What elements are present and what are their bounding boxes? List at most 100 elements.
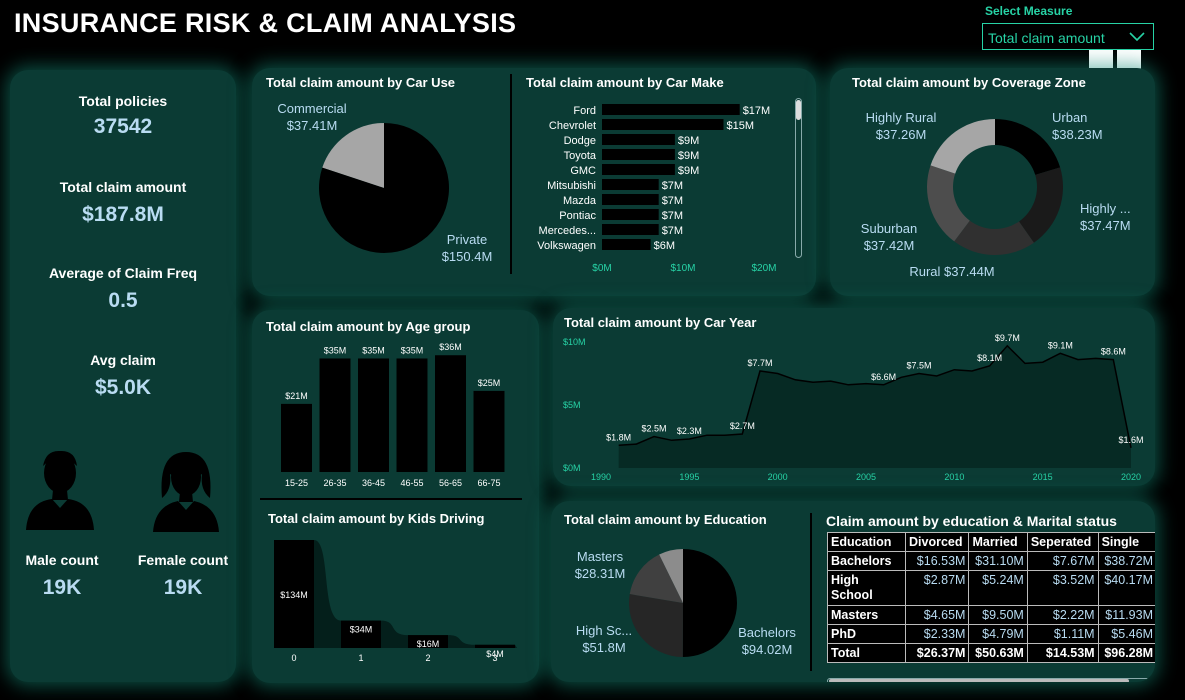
car-make-bar[interactable] xyxy=(602,164,675,175)
car-year-area[interactable] xyxy=(618,345,1131,468)
education-title: Total claim amount by Education xyxy=(564,512,767,527)
car-use-slice-0[interactable] xyxy=(322,123,384,188)
kids-column[interactable] xyxy=(408,635,448,648)
kids-column[interactable] xyxy=(274,540,314,648)
car-year-line[interactable] xyxy=(618,344,1132,448)
select-all-button[interactable] xyxy=(1117,50,1141,72)
education-pie[interactable] xyxy=(627,547,739,659)
kids-area[interactable] xyxy=(276,540,517,648)
coverage-slice-4[interactable] xyxy=(930,119,995,174)
kids-column[interactable] xyxy=(341,620,381,648)
car-make-data-label: $9M xyxy=(678,135,699,147)
car-make-category: Volkswagen xyxy=(537,240,596,252)
car-make-chart[interactable]: Ford $17M Chevrolet $15M Dodge $9M Toyota $9M GM… xyxy=(524,100,794,290)
matrix-col-header[interactable]: Divorced xyxy=(904,532,970,552)
measure-dropdown[interactable]: Total claim amount xyxy=(982,23,1154,50)
kpi-panel: Total policies 37542 Total claim amount … xyxy=(10,70,236,682)
education-highschool-value: $51.8M xyxy=(582,640,626,655)
kpi-male-label: Male count xyxy=(25,552,99,568)
education-slice-0[interactable] xyxy=(682,549,737,657)
table-row: Masters $4.65M $9.50M $2.22M $11.93M xyxy=(827,605,1155,625)
matrix-total-cell: $96.28M xyxy=(1097,643,1155,663)
coverage-donut[interactable] xyxy=(920,112,1070,262)
coverage-slice-2[interactable] xyxy=(954,220,1034,255)
car-make-bar[interactable] xyxy=(602,119,724,130)
car-year-data-label: $1.6M xyxy=(1118,435,1143,445)
education-slice-1[interactable] xyxy=(629,594,683,657)
car-make-bar[interactable] xyxy=(602,134,675,145)
car-make-category: Toyota xyxy=(564,150,597,162)
car-year-x-tick: 1990 xyxy=(591,472,611,482)
matrix-cell: $2.87M xyxy=(904,570,970,606)
car-year-y-tick: $5M xyxy=(563,400,581,410)
kids-data-label: $16M xyxy=(417,639,440,649)
age-category: 15-25 xyxy=(285,478,308,488)
car-make-data-label: $7M xyxy=(662,180,683,192)
age-data-label: $35M xyxy=(362,345,385,355)
education-bachelors-value: $94.02M xyxy=(741,642,793,657)
car-make-data-label: $9M xyxy=(678,165,699,177)
age-bar[interactable] xyxy=(396,358,428,472)
kids-category: 1 xyxy=(358,653,363,663)
age-data-label: $21M xyxy=(285,391,308,401)
matrix-total-label: Total xyxy=(827,643,906,663)
car-make-bar[interactable] xyxy=(602,194,659,205)
car-make-bar[interactable] xyxy=(602,179,659,190)
matrix-scrollbar[interactable] xyxy=(827,678,1149,682)
matrix-cell: $40.17M xyxy=(1097,570,1155,606)
matrix-col-header[interactable]: Married xyxy=(968,532,1028,552)
car-use-commercial-value: $37.41M xyxy=(286,118,338,133)
age-data-label: $35M xyxy=(324,345,347,355)
car-make-bar[interactable] xyxy=(602,149,675,160)
education-slice-3[interactable] xyxy=(659,549,683,603)
education-slice-2[interactable] xyxy=(629,554,683,603)
car-make-scrollbar[interactable] xyxy=(795,98,802,258)
age-bar[interactable] xyxy=(281,403,312,472)
car-make-category: Ford xyxy=(573,105,596,117)
car-make-bar[interactable] xyxy=(602,104,740,115)
coverage-slice-0[interactable] xyxy=(995,119,1061,175)
kids-title: Total claim amount by Kids Driving xyxy=(268,511,485,526)
kids-chart[interactable]: $134M 0 $34M 1 $16M 2 $4M3 xyxy=(262,534,532,674)
matrix-cell: $38.72M xyxy=(1097,551,1155,571)
measure-label: Select Measure xyxy=(985,4,1073,18)
age-bar[interactable] xyxy=(358,358,389,472)
measure-selected: Total claim amount xyxy=(988,30,1105,46)
car-year-chart[interactable]: $10M $5M $0M 1990 1995 2000 2005 2010 2015 2020 $1… xyxy=(557,334,1149,484)
matrix-header-row: Education Divorced Married Seperated Sin… xyxy=(827,532,1155,552)
kids-category: 2 xyxy=(425,653,430,663)
coverage-rural-value: $37.44M xyxy=(944,264,995,279)
age-category: 46-55 xyxy=(400,478,423,488)
car-year-x-tick: 2005 xyxy=(856,472,876,482)
age-data-label: $36M xyxy=(439,342,462,352)
age-bar[interactable] xyxy=(435,355,466,472)
card-divider xyxy=(810,513,812,671)
clear-button[interactable] xyxy=(1089,50,1113,72)
car-make-bar[interactable] xyxy=(602,224,659,235)
male-icon xyxy=(26,450,94,530)
matrix-col-header[interactable]: Seperated xyxy=(1026,532,1099,552)
coverage-slice-1[interactable] xyxy=(1019,167,1063,243)
car-make-bar[interactable] xyxy=(602,209,659,220)
car-use-slice-1[interactable] xyxy=(319,123,449,254)
matrix-cell: $2.22M xyxy=(1026,605,1099,625)
car-make-scrollbar-thumb[interactable] xyxy=(796,100,801,120)
car-year-title: Total claim amount by Car Year xyxy=(564,315,757,330)
age-bar[interactable] xyxy=(473,390,505,472)
car-use-commercial-name: Commercial xyxy=(277,101,347,116)
car-use-pie[interactable] xyxy=(314,118,454,258)
car-year-data-label: $7.5M xyxy=(906,361,931,371)
car-make-bar[interactable] xyxy=(602,239,651,250)
coverage-label-suburban: Suburban $37.42M xyxy=(852,220,926,254)
age-chart[interactable]: $21M 15-25 $35M 26-35 $35M 36-45 $35M 46-55 $36M… xyxy=(262,340,532,490)
matrix-col-header[interactable]: Education xyxy=(827,532,906,552)
age-bar[interactable] xyxy=(319,358,351,472)
coverage-slice-3[interactable] xyxy=(927,165,970,242)
car-make-data-label: $7M xyxy=(662,225,683,237)
matrix-col-header[interactable]: Single xyxy=(1097,532,1155,552)
matrix-scrollbar-thumb[interactable] xyxy=(829,679,1129,682)
kids-column[interactable] xyxy=(475,644,515,648)
matrix-row-header: Bachelors xyxy=(827,551,906,571)
kpi-total-claim-label: Total claim amount xyxy=(59,179,187,195)
coverage-label-urban: Urban $38.23M xyxy=(1052,109,1116,143)
